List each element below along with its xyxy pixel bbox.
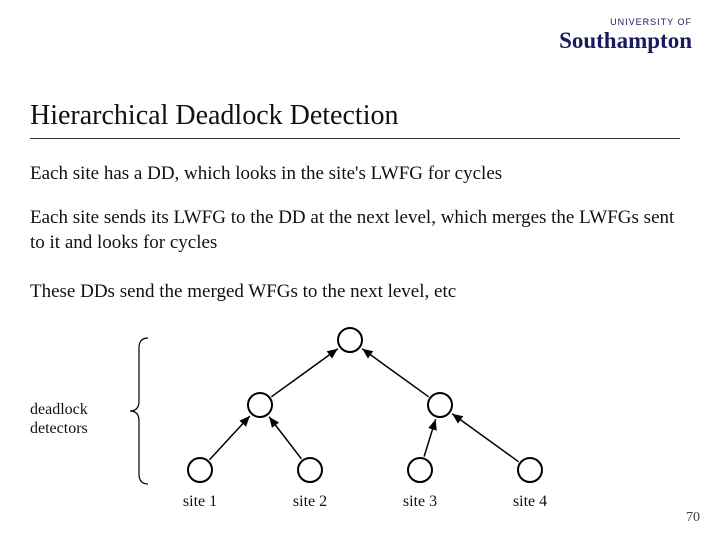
edge-m1-root — [271, 349, 337, 397]
paragraph-3: These DDs send the merged WFGs to the ne… — [30, 280, 680, 305]
edge-m2-root — [362, 349, 428, 397]
edge-s1-m1 — [209, 416, 249, 460]
leaf-label-s4: site 4 — [500, 493, 560, 511]
leaf-label-s1: site 1 — [170, 493, 230, 511]
edge-s3-m2 — [424, 419, 435, 456]
edge-s2-m1 — [269, 417, 301, 459]
logo-small: UNIVERSITY OF — [559, 18, 692, 27]
university-logo: UNIVERSITY OF Southampton — [559, 18, 692, 52]
tree-diagram: site 1 site 2 site 3 site 4 deadlock detect… — [0, 320, 720, 530]
brace — [130, 338, 148, 484]
side-label-line2: detectors — [30, 420, 88, 437]
paragraph-2: Each site sends its LWFG to the DD at th… — [30, 206, 680, 255]
node-s1 — [187, 457, 213, 483]
node-s4 — [517, 457, 543, 483]
edge-s4-m2 — [452, 414, 518, 462]
leaf-label-s3: site 3 — [390, 493, 450, 511]
node-root — [337, 327, 363, 353]
node-s2 — [297, 457, 323, 483]
node-s3 — [407, 457, 433, 483]
logo-main: Southampton — [559, 29, 692, 52]
page-number: 70 — [686, 510, 700, 526]
page-title: Hierarchical Deadlock Detection — [30, 100, 398, 132]
node-m1 — [247, 392, 273, 418]
leaf-label-s2: site 2 — [280, 493, 340, 511]
side-label: deadlock detectors — [30, 400, 88, 438]
diagram-edges — [0, 320, 720, 530]
node-m2 — [427, 392, 453, 418]
paragraph-1: Each site has a DD, which looks in the s… — [30, 162, 680, 187]
title-underline — [30, 138, 680, 139]
side-label-line1: deadlock — [30, 401, 88, 418]
